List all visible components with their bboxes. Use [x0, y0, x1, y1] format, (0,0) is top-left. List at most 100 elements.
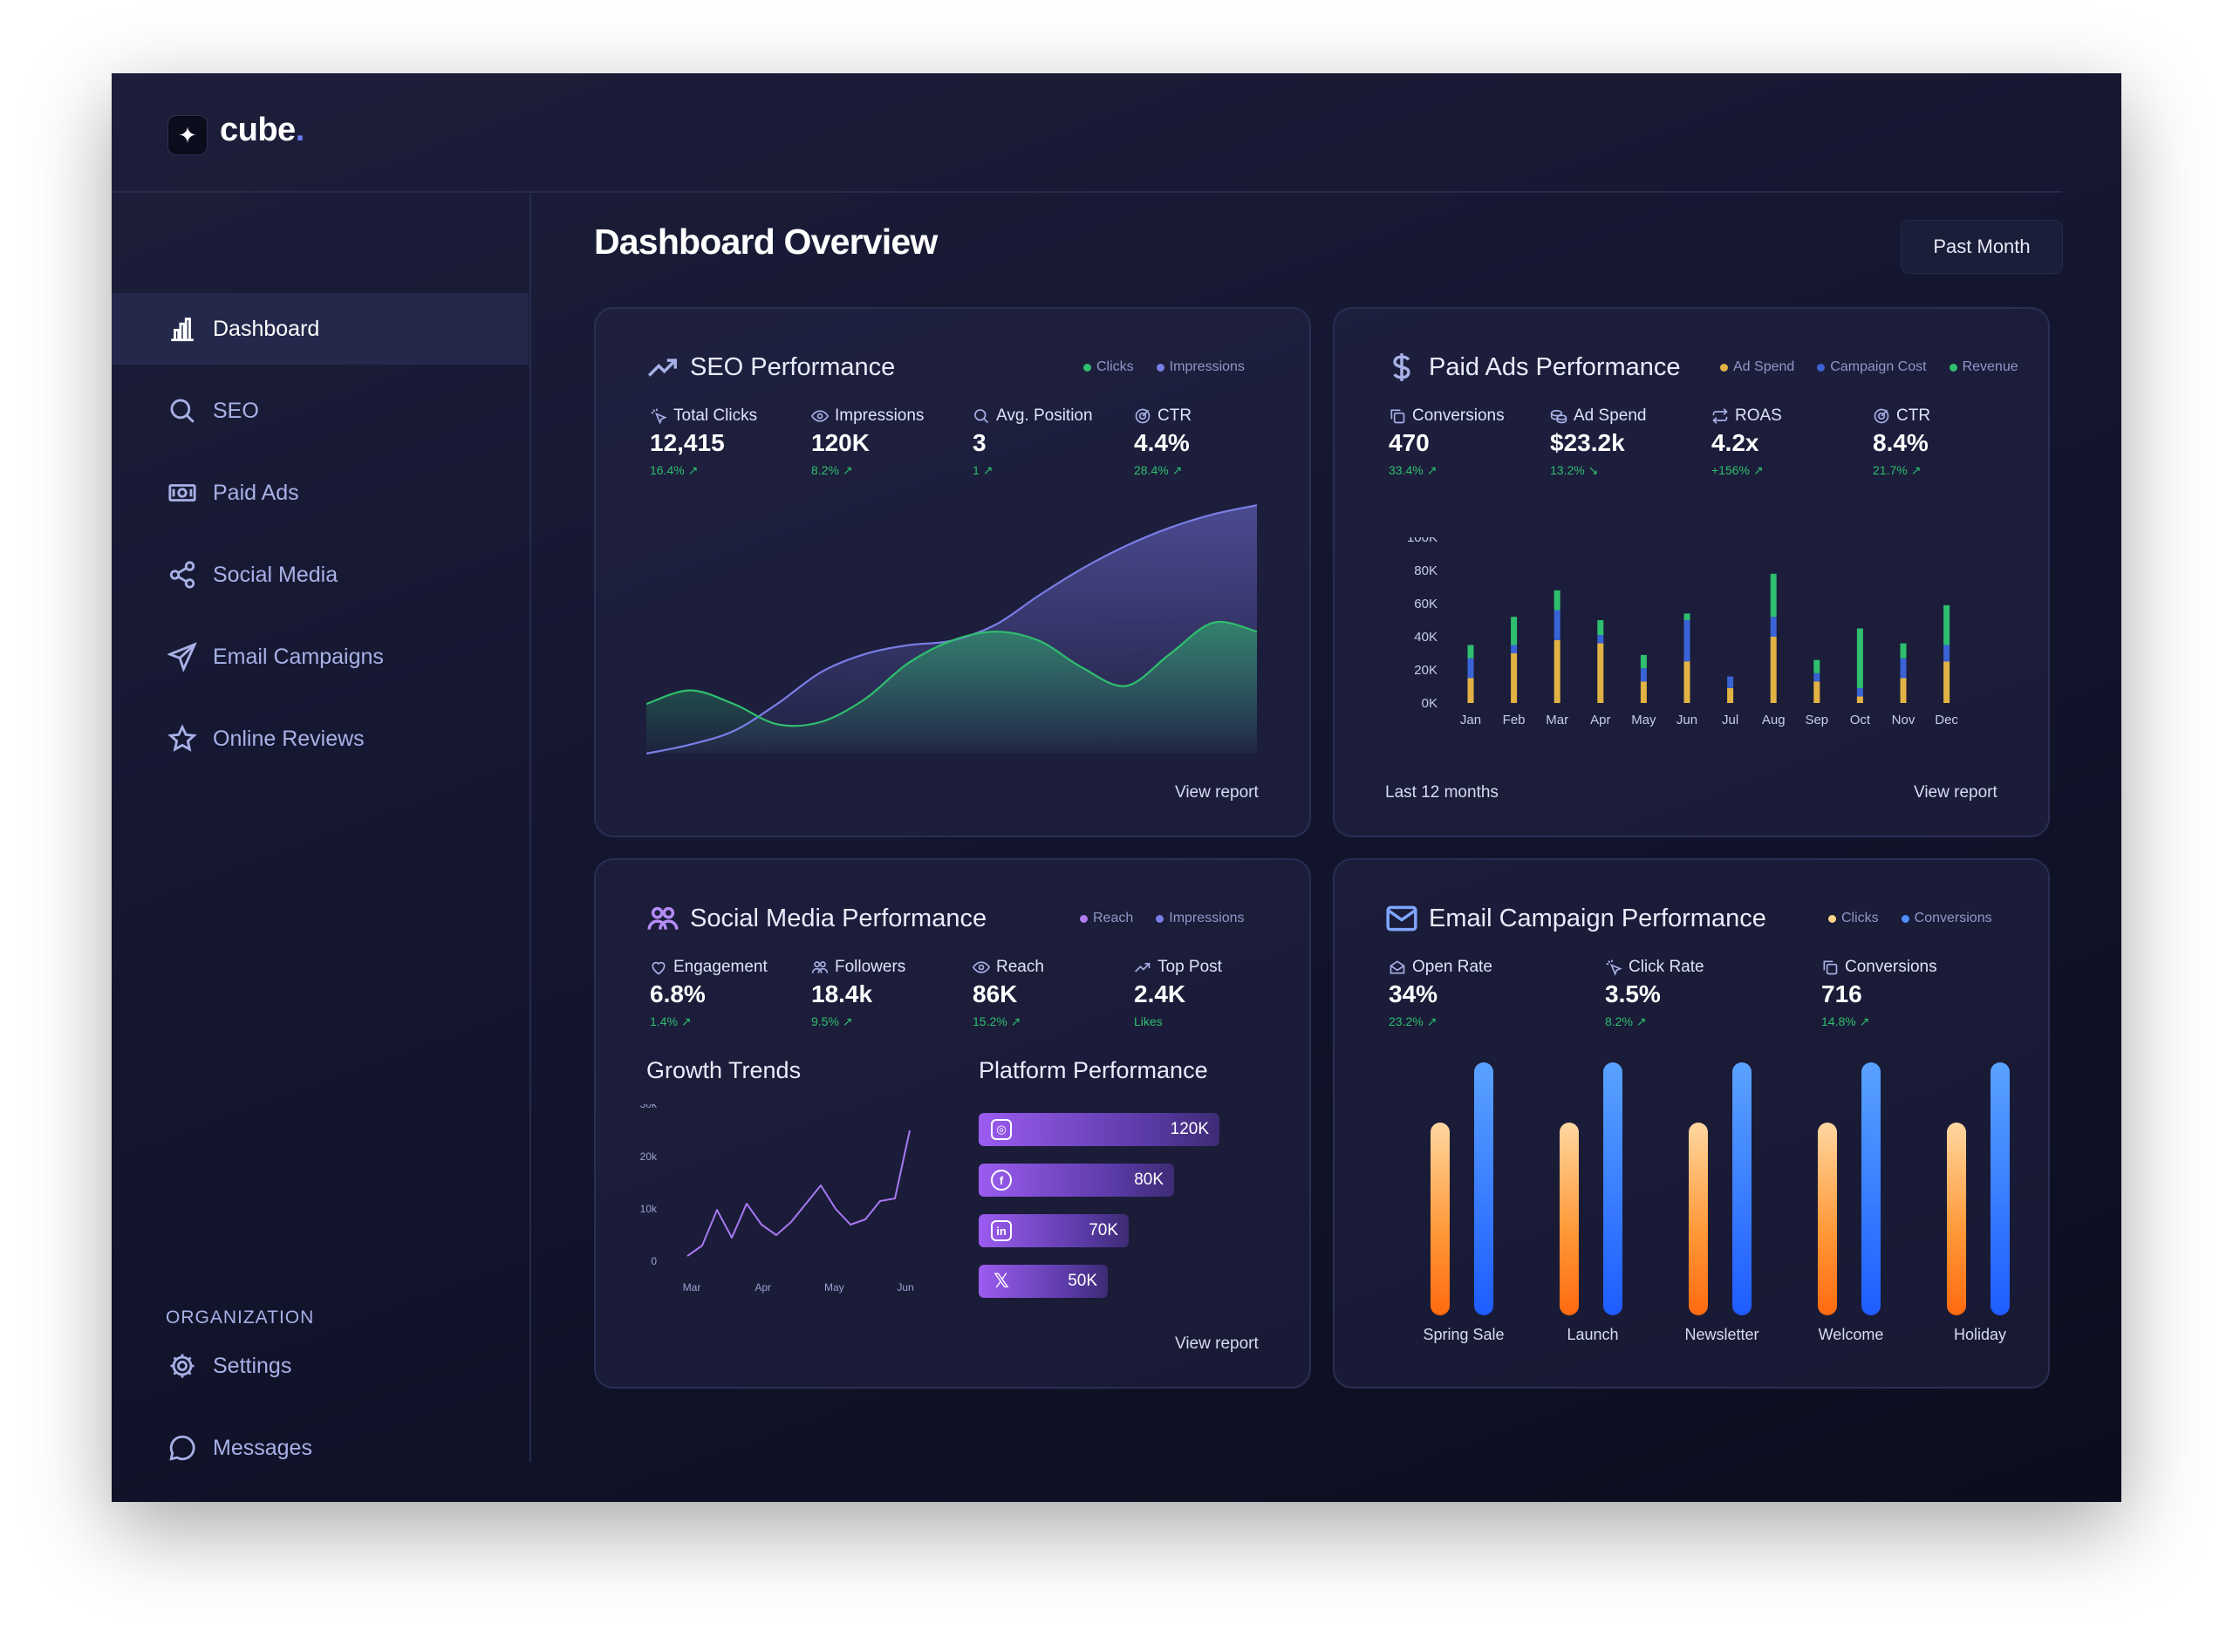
bar-revenue	[1813, 659, 1820, 673]
paid-ads-legend: Ad Spend Campaign Cost Revenue	[1697, 359, 2018, 375]
card-title: Social Media Performance	[646, 902, 987, 935]
target-icon	[1135, 408, 1151, 424]
bar-chart-icon	[171, 317, 194, 342]
legend-item-clicks: Clicks	[1083, 359, 1134, 375]
y-tick-label: 0K	[1422, 696, 1437, 711]
sidebar-item-paid-ads[interactable]: Paid Ads	[112, 457, 529, 529]
x-tick-label: Aug	[1762, 713, 1786, 727]
users-icon	[647, 906, 679, 930]
bar-revenue	[1467, 645, 1474, 659]
metric-change: 9.5% ↗	[811, 1014, 853, 1028]
bar-ad-spend	[1900, 678, 1907, 703]
x-tick-label: Spring Sale	[1423, 1326, 1504, 1343]
trending-up-icon	[647, 358, 677, 377]
legend-item-impressions: Impressions	[1156, 359, 1245, 375]
bar-ad-spend	[1856, 696, 1863, 703]
platform-bar-instagram[interactable]: ◎ 120K	[979, 1113, 1219, 1146]
metric-value: 2.4K	[1134, 980, 1186, 1007]
bar-campaign-cost	[1727, 676, 1734, 688]
sidebar-item-dashboard[interactable]: Dashboard	[112, 293, 529, 365]
sidebar-item-seo[interactable]: SEO	[112, 375, 529, 447]
bar-conversions	[1603, 1062, 1622, 1315]
metric-change: 14.8% ↗	[1821, 1014, 1870, 1028]
bar-ad-spend	[1597, 643, 1604, 703]
sidebar-item-social-media[interactable]: Social Media	[112, 539, 529, 611]
copy-icon	[1823, 960, 1838, 975]
seo-performance-card: SEO Performance Clicks Impressions Total…	[594, 307, 1311, 837]
send-icon	[167, 642, 197, 672]
platform-bar-facebook[interactable]: f 80K	[979, 1164, 1174, 1197]
bar-campaign-cost	[1683, 620, 1690, 662]
legend-item-ad-spend: Ad Spend	[1720, 359, 1794, 375]
bar-campaign-cost	[1856, 687, 1863, 697]
metric-value: 6.8%	[650, 980, 706, 1007]
seo-view-report-link[interactable]: View report	[1175, 783, 1259, 802]
legend-item-clicks: Clicks	[1828, 911, 1879, 926]
metric-change: 21.7% ↗	[1873, 463, 1922, 477]
y-tick-label: 100K	[1407, 537, 1437, 545]
metric-value: 86K	[973, 980, 1018, 1007]
metric-change: Likes	[1134, 1014, 1163, 1028]
platform-bar-x[interactable]: 𝕏 50K	[979, 1265, 1108, 1298]
sidebar-item-online-reviews[interactable]: Online Reviews	[112, 703, 529, 775]
legend-item-impressions: Impressions	[1156, 911, 1245, 926]
instagram-icon: ◎	[991, 1119, 1012, 1140]
y-tick-label: 30k	[640, 1104, 658, 1110]
envelope-icon	[1386, 905, 1417, 932]
metric-change: 16.4% ↗	[650, 463, 699, 477]
app-logo[interactable]: cube.	[220, 112, 304, 149]
sidebar-item-label: Messages	[213, 1435, 312, 1460]
platform-bar-linkedin[interactable]: in 70K	[979, 1214, 1129, 1247]
metric-change: 1.4% ↗	[650, 1014, 692, 1028]
bar-campaign-cost	[1813, 672, 1820, 682]
x-tick-label: Welcome	[1819, 1326, 1884, 1343]
bar-campaign-cost	[1554, 610, 1560, 640]
top-bar: ✦ cube.	[112, 73, 2121, 194]
x-tick-label: Sep	[1805, 713, 1828, 727]
metric-click-rate: Click Rate 3.5% 8.2% ↗	[1605, 958, 1753, 1029]
bar-revenue	[1511, 617, 1518, 645]
metric-ctr: CTR 4.4% 28.4% ↗	[1134, 406, 1282, 478]
bar-clicks	[1689, 1123, 1708, 1315]
growth-line	[686, 1130, 911, 1257]
bar-campaign-cost	[1770, 617, 1777, 637]
paid-ads-bar-chart: 0K 20K 40K 60K 80K 100K Jan Feb Mar Apr May Jun Jul A…	[1407, 537, 1958, 727]
sidebar-item-email-campaigns[interactable]: Email Campaigns	[112, 621, 529, 693]
x-tick-label: Holiday	[1954, 1326, 2006, 1343]
sidebar-item-settings[interactable]: Settings	[112, 1330, 529, 1402]
period-selector-button[interactable]: Past Month	[1901, 220, 2063, 274]
legend-item-reach: Reach	[1080, 911, 1133, 926]
sidebar-item-label: Social Media	[213, 562, 338, 587]
sidebar-item-messages[interactable]: Messages	[112, 1412, 529, 1484]
social-view-report-link[interactable]: View report	[1175, 1335, 1259, 1353]
organization-section-label: ORGANIZATION	[166, 1307, 315, 1328]
bar-revenue	[1597, 620, 1604, 636]
metric-open-rate: Open Rate 34% 23.2% ↗	[1389, 958, 1537, 1029]
dollar-icon	[1393, 353, 1410, 381]
x-tick-label: Jun	[1676, 713, 1697, 727]
x-tick-label: Oct	[1850, 713, 1871, 727]
bar-conversions	[1861, 1062, 1881, 1315]
x-tick-label: Mar	[1546, 713, 1568, 727]
sidebar-item-label: Email Campaigns	[213, 644, 384, 669]
metric-change: +156% ↗	[1711, 463, 1764, 477]
metric-ctr: CTR 8.4% 21.7% ↗	[1873, 406, 2021, 478]
metric-avg-position: Avg. Position 3 1 ↗	[973, 406, 1121, 478]
platform-value: 70K	[1089, 1221, 1118, 1239]
metric-value: 3	[973, 429, 987, 456]
bar-revenue	[1856, 628, 1863, 688]
bar-campaign-cost	[1597, 635, 1604, 644]
seo-area-chart	[646, 504, 1258, 755]
bar-campaign-cost	[1640, 668, 1647, 682]
metric-value: 470	[1389, 429, 1430, 456]
x-tick-label: Jul	[1722, 713, 1738, 727]
metric-change: 13.2% ↘	[1550, 463, 1599, 477]
email-legend: Clicks Conversions	[1806, 911, 1992, 926]
bar-ad-spend	[1554, 639, 1560, 703]
coins-icon	[1550, 409, 1567, 424]
x-tick-label: Apr	[1590, 713, 1610, 727]
paid-ads-view-report-link[interactable]: View report	[1914, 783, 1997, 802]
platform-performance-title: Platform Performance	[979, 1057, 1208, 1083]
search-icon	[974, 409, 989, 424]
paid-ads-title: Paid Ads Performance	[1429, 352, 1681, 381]
